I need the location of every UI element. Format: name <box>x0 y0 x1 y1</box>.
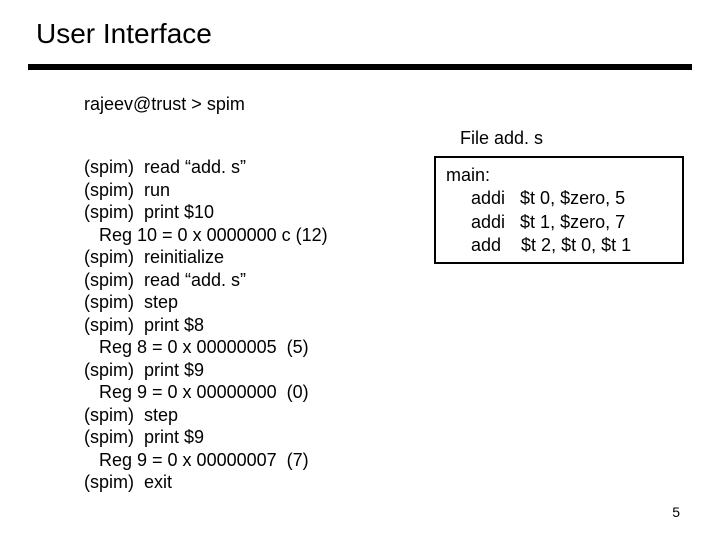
slide-title: User Interface <box>36 18 212 50</box>
file-box: main: addi $t 0, $zero, 5 addi $t 1, $ze… <box>434 156 684 264</box>
title-underline <box>28 64 692 70</box>
file-label: File add. s <box>460 128 543 149</box>
page-number: 5 <box>672 504 680 520</box>
file-content: main: addi $t 0, $zero, 5 addi $t 1, $ze… <box>446 164 672 258</box>
shell-prompt: rajeev@trust > spim <box>84 94 245 115</box>
terminal-output: (spim) read “add. s” (spim) run (spim) p… <box>84 156 328 494</box>
